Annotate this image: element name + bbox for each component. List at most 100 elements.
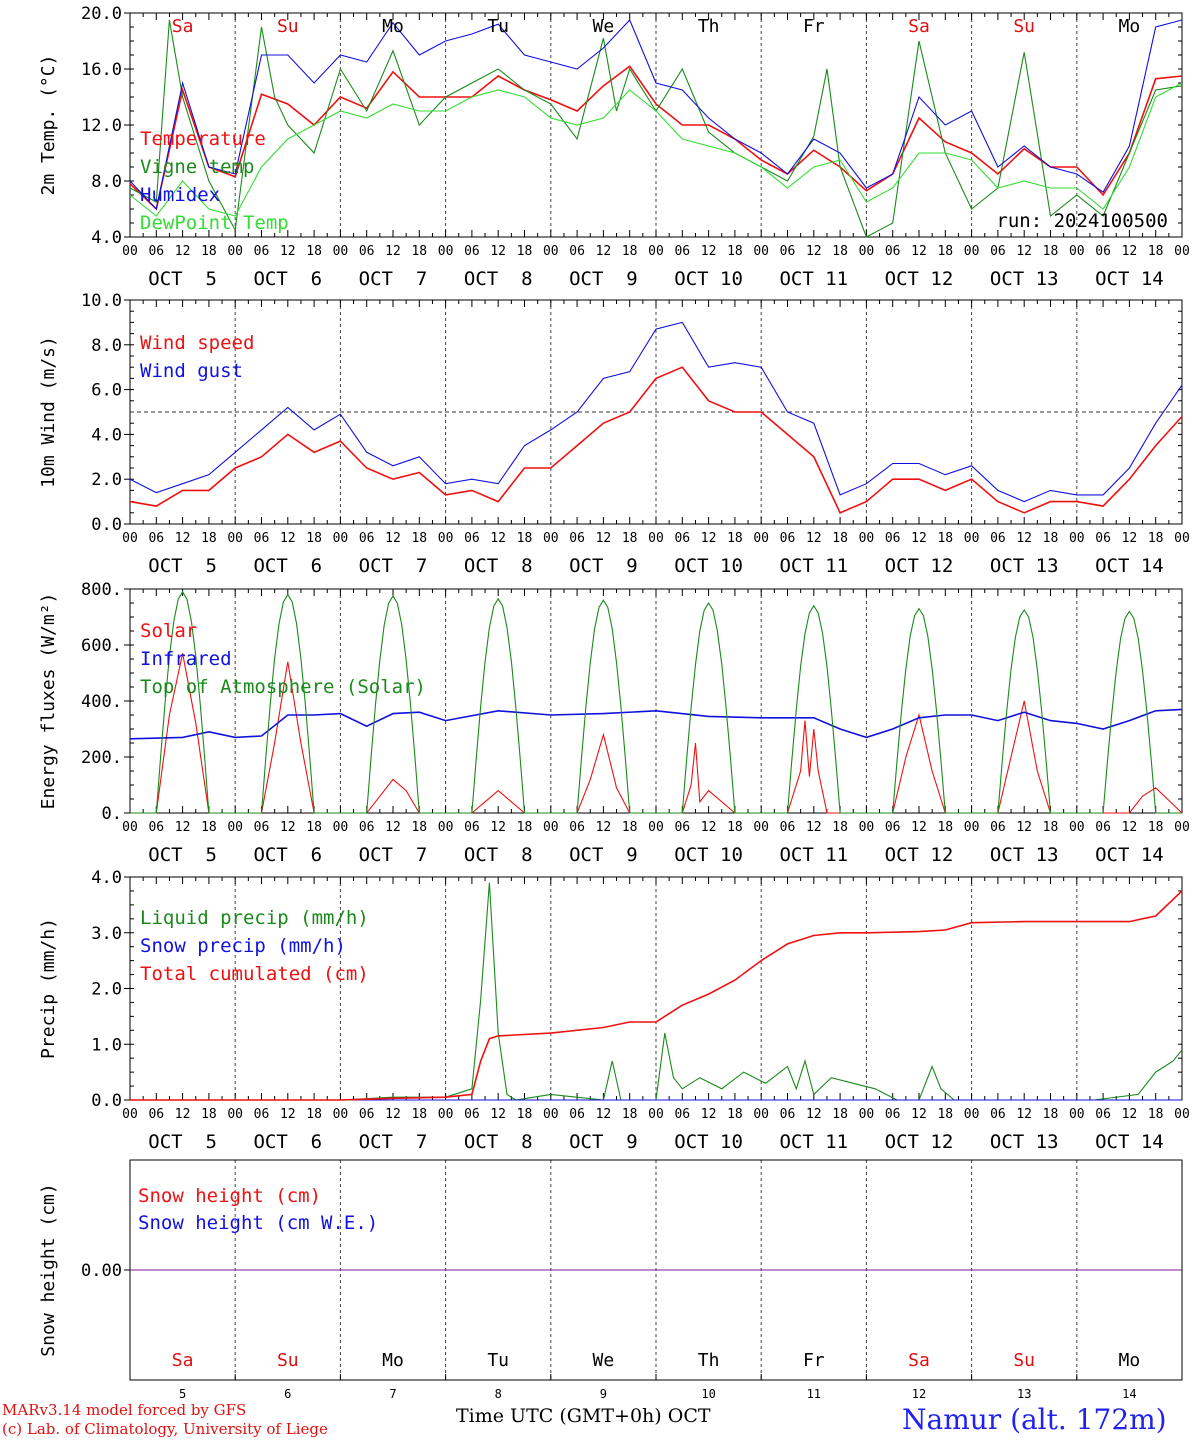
hour-tick-label: 00	[438, 1107, 454, 1122]
hour-tick-label: 00	[964, 244, 980, 259]
hour-tick-label: 00	[964, 820, 980, 835]
hour-tick-label: 00	[753, 531, 769, 546]
date-label: OCT 9	[569, 555, 638, 577]
hour-tick-label: 00	[333, 531, 349, 546]
hour-tick-label: 00	[859, 1107, 875, 1122]
hour-tick-label: 12	[806, 1107, 822, 1122]
y-tick-label: 0.0	[91, 515, 122, 535]
day-name-bottom: Fr	[803, 1350, 825, 1371]
run-label: run: 2024100500	[996, 210, 1168, 232]
hour-tick-label: 12	[701, 1107, 717, 1122]
hour-tick-label: 06	[148, 820, 164, 835]
hour-tick-label: 00	[648, 531, 664, 546]
hour-tick-label: 12	[280, 531, 296, 546]
hour-tick-label: 06	[464, 244, 480, 259]
date-label: OCT 11	[779, 268, 848, 290]
hour-tick-label: 06	[254, 820, 270, 835]
hour-tick-label: 12	[701, 820, 717, 835]
day-number-label: 12	[912, 1387, 926, 1401]
date-label: OCT 8	[464, 268, 533, 290]
date-label: OCT 9	[569, 268, 638, 290]
date-label: OCT 13	[990, 268, 1059, 290]
legend-entry: Humidex	[140, 184, 220, 206]
hour-tick-label: 12	[1122, 1107, 1138, 1122]
hour-tick-label: 00	[227, 531, 243, 546]
hour-tick-label: 18	[411, 820, 427, 835]
date-label: OCT 14	[1095, 268, 1164, 290]
y-axis-label: Precip (mm/h)	[38, 918, 59, 1059]
date-label: OCT 7	[359, 555, 428, 577]
hour-tick-label: 12	[1122, 531, 1138, 546]
legend-entry: Temperature	[140, 128, 266, 150]
hour-tick-label: 12	[911, 820, 927, 835]
hour-tick-label: 18	[832, 531, 848, 546]
y-tick-label: 8.0	[91, 172, 122, 192]
y-tick-label: 3.0	[91, 924, 122, 944]
date-label: OCT 5	[148, 844, 217, 866]
date-label: OCT 11	[779, 1131, 848, 1153]
hour-tick-label: 06	[674, 820, 690, 835]
hour-tick-label: 06	[254, 244, 270, 259]
series-line	[129, 19, 1183, 238]
hour-tick-label: 00	[438, 531, 454, 546]
date-label: OCT 8	[464, 555, 533, 577]
legend-entry: Wind gust	[140, 360, 243, 382]
day-name-bottom: We	[593, 1350, 615, 1371]
hour-tick-label: 00	[227, 244, 243, 259]
hour-tick-label: 00	[543, 820, 559, 835]
hour-tick-label: 18	[832, 1107, 848, 1122]
hour-tick-label: 18	[1148, 244, 1164, 259]
date-label: OCT 6	[253, 555, 322, 577]
hour-tick-label: 06	[780, 244, 796, 259]
hour-tick-label: 06	[359, 1107, 375, 1122]
hour-tick-label: 12	[1122, 244, 1138, 259]
legend-entry: Liquid precip (mm/h)	[140, 907, 369, 929]
hour-tick-label: 12	[490, 531, 506, 546]
y-tick-label: 10.0	[81, 291, 122, 311]
hour-tick-label: 18	[306, 244, 322, 259]
hour-tick-label: 18	[1148, 1107, 1164, 1122]
hour-tick-label: 00	[543, 1107, 559, 1122]
day-name-top: Mo	[382, 16, 404, 37]
hour-tick-label: 00	[333, 1107, 349, 1122]
hour-tick-label: 12	[596, 820, 612, 835]
hour-tick-label: 18	[306, 820, 322, 835]
day-number-label: 5	[179, 1387, 186, 1401]
y-axis-label: Energy fluxes (W/m²)	[38, 593, 59, 810]
hour-tick-label: 12	[701, 531, 717, 546]
hour-tick-label: 00	[333, 244, 349, 259]
hour-tick-label: 12	[596, 244, 612, 259]
day-name-bottom: Sa	[172, 1350, 194, 1371]
time-axis-label: Time UTC (GMT+0h)	[456, 1405, 662, 1427]
hour-tick-label: 06	[1095, 244, 1111, 259]
day-number-label: 7	[389, 1387, 396, 1401]
hour-tick-label: 18	[622, 820, 638, 835]
hour-tick-label: 00	[122, 531, 138, 546]
hour-tick-label: 12	[280, 820, 296, 835]
legend-entry: DewPoint Temp	[140, 212, 289, 234]
hour-tick-label: 18	[201, 1107, 217, 1122]
y-tick-label: 20.0	[81, 4, 122, 24]
hour-tick-label: 06	[674, 244, 690, 259]
y-tick-label: 4.0	[91, 868, 122, 888]
legend-entry: Solar	[140, 620, 197, 642]
time-axis-month: OCT	[667, 1405, 711, 1427]
legend-entry: Top of Atmosphere (Solar)	[140, 676, 426, 698]
hour-tick-label: 12	[806, 531, 822, 546]
hour-tick-label: 18	[622, 1107, 638, 1122]
y-tick-label: 16.0	[81, 60, 122, 80]
date-label: OCT 8	[464, 844, 533, 866]
hour-tick-label: 06	[1095, 531, 1111, 546]
y-axis-label: Snow height (cm)	[38, 1183, 59, 1356]
hour-tick-label: 18	[306, 1107, 322, 1122]
hour-tick-label: 00	[648, 1107, 664, 1122]
model-credit: MARv3.14 model forced by GFS	[2, 1401, 247, 1419]
hour-tick-label: 00	[859, 820, 875, 835]
hour-tick-label: 18	[411, 244, 427, 259]
hour-tick-label: 12	[1122, 820, 1138, 835]
y-tick-label: 600.	[81, 636, 122, 656]
hour-tick-label: 18	[411, 1107, 427, 1122]
y-tick-label: 1.0	[91, 1035, 122, 1055]
date-label: OCT 7	[359, 268, 428, 290]
hour-tick-label: 00	[1174, 244, 1190, 259]
